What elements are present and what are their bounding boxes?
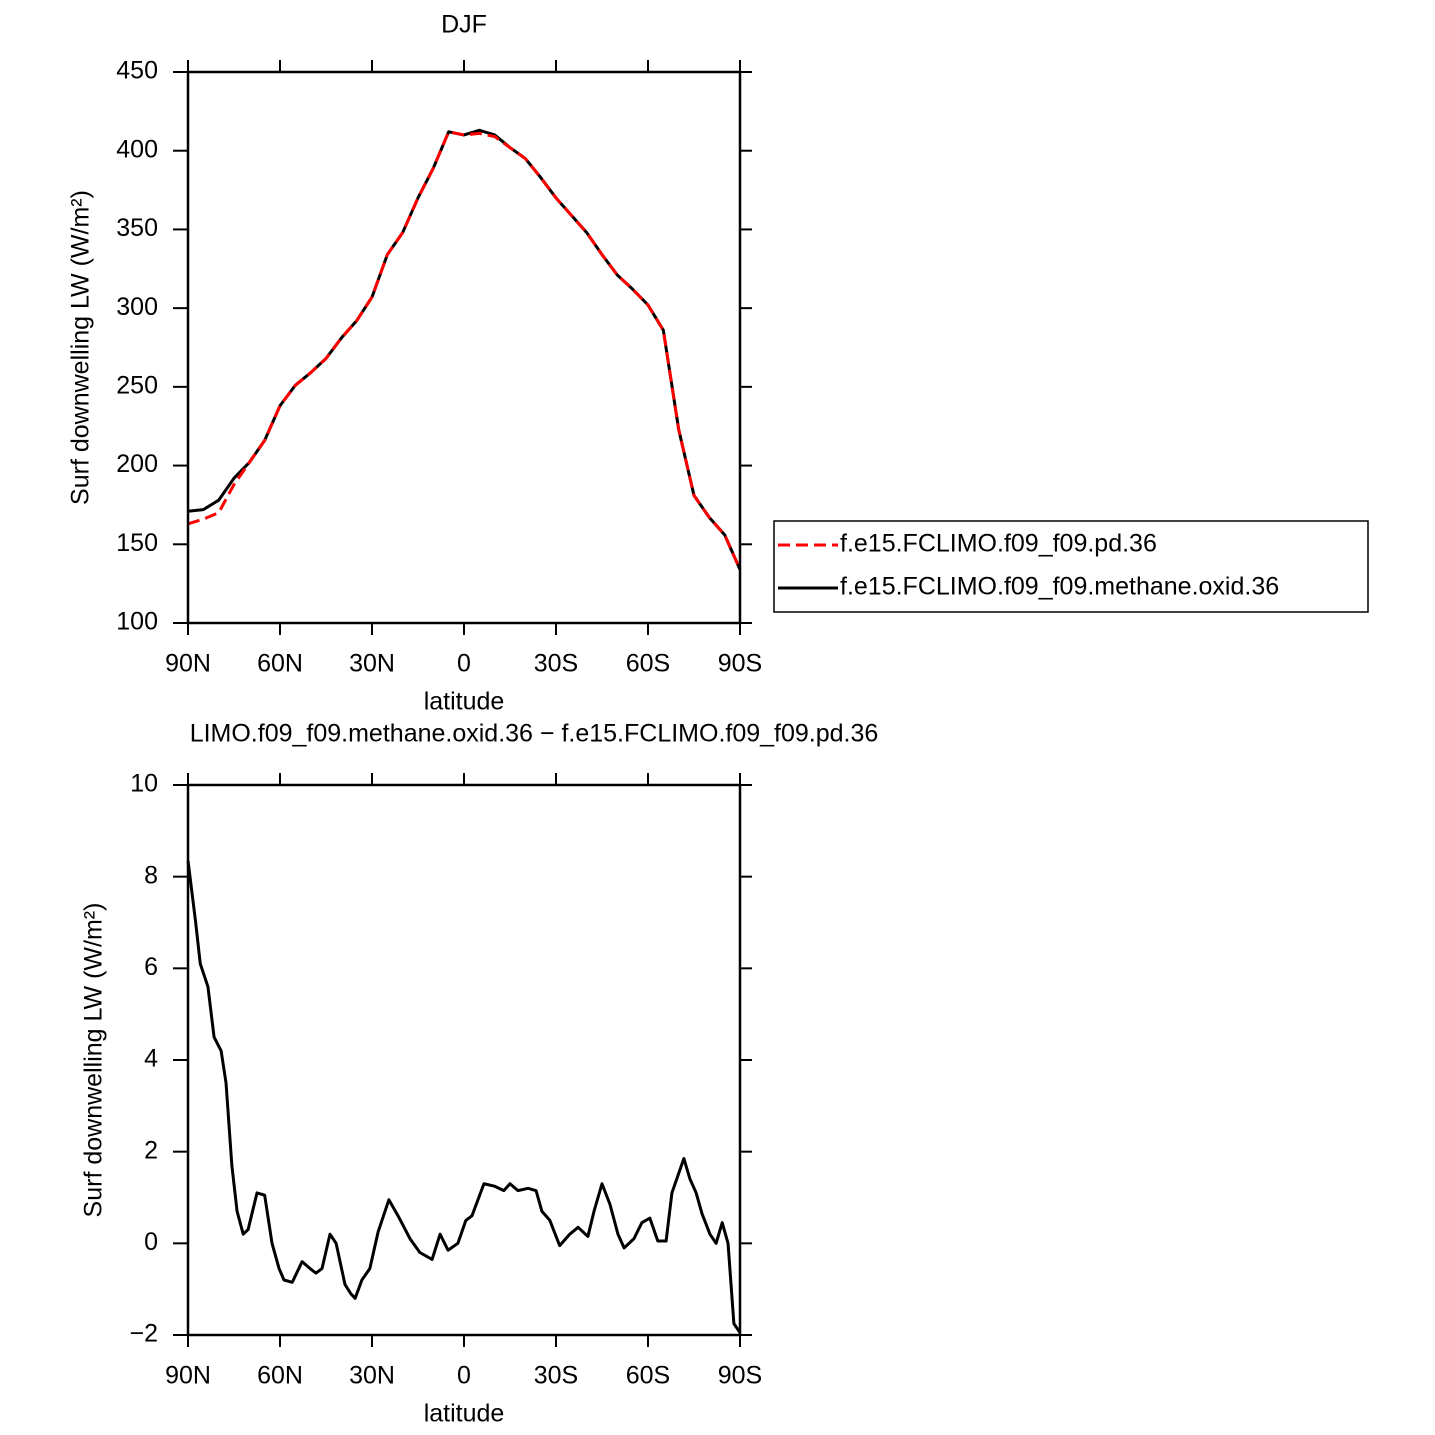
y-axis-label: Surf downwelling LW (W/m²) <box>67 190 95 505</box>
x-tick-label: 90N <box>165 1362 211 1390</box>
y-tick-label: 0 <box>144 1228 158 1256</box>
x-tick-label: 30N <box>349 650 395 678</box>
x-tick-label: 90N <box>165 650 211 678</box>
y-tick-label: 8 <box>144 861 158 889</box>
x-tick-label: 60S <box>626 1362 670 1390</box>
y-tick-label: 350 <box>116 214 158 242</box>
x-tick-label: 30S <box>534 1362 578 1390</box>
chart-title: LIMO.f09_f09.methane.oxid.36 − f.e15.FCL… <box>190 720 879 748</box>
y-tick-label: 200 <box>116 450 158 478</box>
y-tick-label: −2 <box>129 1320 158 1348</box>
y-tick-label: 250 <box>116 371 158 399</box>
y-axis-label: Surf downwelling LW (W/m²) <box>80 903 108 1218</box>
x-tick-label: 30N <box>349 1362 395 1390</box>
y-tick-label: 300 <box>116 293 158 321</box>
y-tick-label: 2 <box>144 1136 158 1164</box>
data-line <box>186 860 742 1334</box>
y-tick-label: 100 <box>116 608 158 636</box>
x-tick-label: 0 <box>457 1362 471 1390</box>
plot-frame <box>186 70 742 625</box>
legend-label: f.e15.FCLIMO.f09_f09.methane.oxid.36 <box>840 573 1279 601</box>
x-tick-label: 60S <box>626 650 670 678</box>
y-tick-label: 150 <box>116 529 158 557</box>
y-tick-label: 4 <box>144 1045 158 1073</box>
x-tick-label: 60N <box>257 650 303 678</box>
data-line <box>187 128 742 571</box>
x-axis-label: latitude <box>424 688 505 716</box>
x-tick-label: 30S <box>534 650 578 678</box>
data-line <box>187 130 742 571</box>
x-tick-label: 60N <box>257 1362 303 1390</box>
y-tick-label: 10 <box>130 770 158 798</box>
legend-box <box>773 520 1369 613</box>
x-tick-label: 90S <box>718 650 762 678</box>
chart-title: DJF <box>441 11 487 39</box>
plot-frame <box>186 783 742 1337</box>
x-tick-label: 0 <box>457 650 471 678</box>
y-tick-label: 450 <box>116 57 158 85</box>
x-axis-label: latitude <box>424 1400 505 1428</box>
y-tick-label: 400 <box>116 135 158 163</box>
legend-label: f.e15.FCLIMO.f09_f09.pd.36 <box>840 530 1157 558</box>
x-tick-label: 90S <box>718 1362 762 1390</box>
y-tick-label: 6 <box>144 953 158 981</box>
